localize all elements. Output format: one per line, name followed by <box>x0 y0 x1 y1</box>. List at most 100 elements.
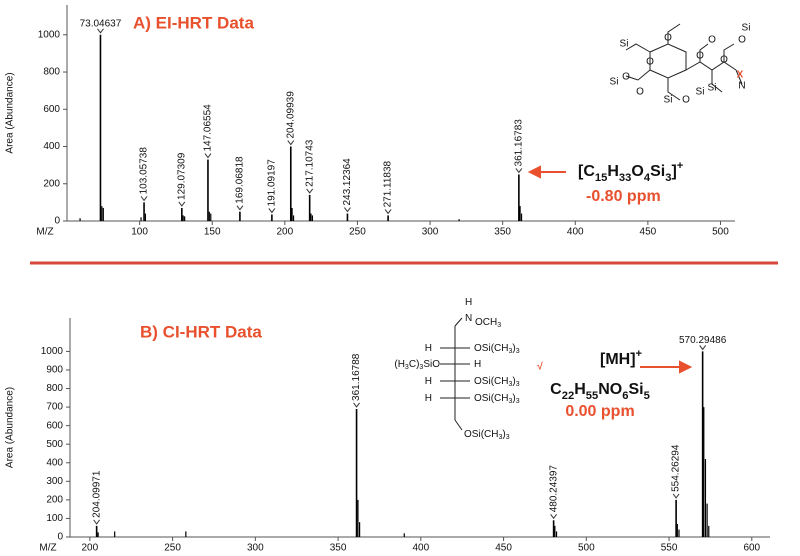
arrows <box>527 165 693 374</box>
x-tick-label: 400 <box>567 227 584 238</box>
structure-label: Si <box>708 83 717 94</box>
peak-marker <box>344 207 351 213</box>
structure-label: Si <box>696 87 705 98</box>
x-tick-label: 200 <box>276 227 293 238</box>
structure-label: H <box>425 376 432 387</box>
structure-b <box>440 317 470 431</box>
structure-label: O <box>738 35 746 46</box>
structure-label: Si <box>742 23 751 34</box>
structure-a <box>625 23 743 101</box>
peak-label: 147.06554 <box>203 104 214 152</box>
x-tick-label: 450 <box>640 227 657 238</box>
structure-label: O <box>682 95 690 106</box>
peak-label: 217.10743 <box>304 139 315 187</box>
formula: C22H55NO6Si5 <box>550 381 650 402</box>
peak-marker <box>140 196 148 202</box>
y-tick-label: 300 <box>46 476 63 487</box>
x-tick-label: 500 <box>712 227 729 238</box>
peak-label: 103.05738 <box>139 147 150 195</box>
x-tick-label: 100 <box>131 227 148 238</box>
peak-marker <box>97 28 104 34</box>
verdict: √ <box>537 362 543 373</box>
chart-title: B) CI-HRT Data <box>140 322 262 341</box>
y-tick-label: 0 <box>54 216 60 227</box>
peak-label: 169.06818 <box>235 156 246 204</box>
y-tick-label: 500 <box>46 439 63 450</box>
y-tick-label: 400 <box>43 141 60 152</box>
verdict: X <box>737 70 744 81</box>
peak-label: 361.16783 <box>514 119 525 167</box>
peak-label: 243.12364 <box>342 158 353 206</box>
structure-label: H <box>474 359 481 370</box>
x-tick-label: 300 <box>422 227 439 238</box>
structure-label: O <box>720 55 728 66</box>
x-tick-label: 500 <box>578 543 595 554</box>
chart-title: A) EI-HRT Data <box>133 13 254 32</box>
peak-label: 554.26294 <box>671 444 682 492</box>
y-tick-label: 200 <box>46 495 63 506</box>
y-tick-label: 200 <box>43 178 60 189</box>
structure-label: H <box>425 393 432 404</box>
structure-label: O <box>622 72 630 83</box>
y-axis-label: Area (Abundance) <box>5 72 16 153</box>
structure-label: OSi(CH3)3 <box>474 376 520 389</box>
y-tick-label: 100 <box>46 513 63 524</box>
x-axis-label: M/Z <box>36 227 53 238</box>
structure-label: H <box>465 297 472 308</box>
x-tick-label: 350 <box>330 543 347 554</box>
x-tick-label: 300 <box>247 543 264 554</box>
structure-label: OCH3 <box>475 317 501 330</box>
structure-label: OSi(CH3)3 <box>474 343 520 356</box>
y-tick-label: 900 <box>46 365 63 376</box>
structure-label: O <box>708 35 716 46</box>
x-tick-label: 150 <box>204 227 221 238</box>
peak-label: 204.09939 <box>285 91 296 139</box>
peak-marker <box>268 208 276 214</box>
peak-marker <box>204 153 212 159</box>
x-axis-label: M/Z <box>39 543 56 554</box>
y-tick-label: 1000 <box>41 346 64 357</box>
peak-marker <box>672 493 680 499</box>
structure-label: O <box>646 57 654 68</box>
y-axis-label: Area (Abundance) <box>5 387 16 468</box>
x-tick-label: 550 <box>661 543 678 554</box>
peak-label: 129.07309 <box>176 152 187 200</box>
x-tick-label: 250 <box>349 227 366 238</box>
y-tick-label: 400 <box>46 457 63 468</box>
peak-marker <box>306 188 314 194</box>
x-tick-label: 600 <box>743 543 760 554</box>
y-tick-label: 800 <box>46 383 63 394</box>
x-tick-label: 250 <box>164 543 181 554</box>
peak-marker <box>178 201 186 207</box>
ion-label: [C15H33O4Si3]+ <box>578 160 684 184</box>
peak-marker <box>515 168 523 174</box>
structure-label: H <box>425 343 432 354</box>
mass-error: -0.80 ppm <box>586 188 661 205</box>
peak-label: 480.24397 <box>548 465 559 513</box>
peak-marker <box>93 519 101 525</box>
peak-label: 271.11838 <box>383 160 394 207</box>
y-tick-label: 600 <box>43 104 60 115</box>
peak-label: 191.09197 <box>267 159 278 207</box>
structure-label: O <box>636 87 644 98</box>
y-tick-label: 1000 <box>38 29 61 40</box>
peak-marker <box>384 209 392 215</box>
peak-marker <box>550 513 558 520</box>
mass-error: 0.00 ppm <box>565 403 634 420</box>
peak-marker <box>287 140 295 146</box>
peak-marker <box>236 205 244 211</box>
structure-label: Si <box>620 39 629 50</box>
peak-label: 570.29486 <box>679 335 727 346</box>
peak-marker <box>699 345 707 351</box>
x-tick-label: 450 <box>495 543 512 554</box>
peak-label: 204.09971 <box>91 470 102 518</box>
x-tick-label: 400 <box>412 543 429 554</box>
peak-marker <box>353 402 360 408</box>
peak-label: 73.04637 <box>80 18 122 29</box>
structure-label: OSi(CH3)3 <box>464 429 510 442</box>
structure-label: Si <box>664 95 673 106</box>
structure-label: N <box>465 313 472 324</box>
y-tick-label: 800 <box>43 67 60 78</box>
y-tick-label: 600 <box>46 420 63 431</box>
